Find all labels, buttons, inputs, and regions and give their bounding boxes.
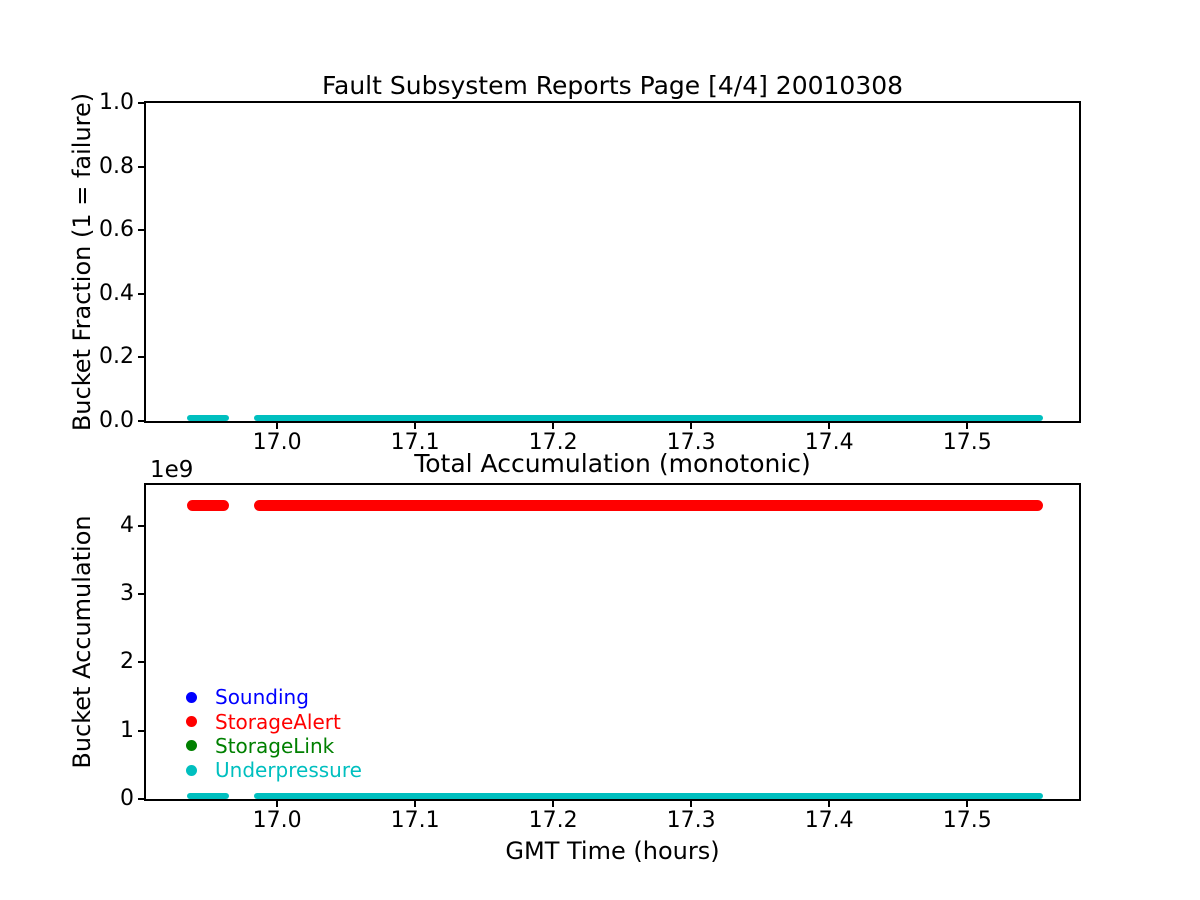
bottom-x-tick — [966, 801, 969, 807]
y-axis-offset-text: 1e9 — [150, 457, 194, 483]
top-y-tick-label: 0.6 — [99, 217, 134, 243]
top-x-tick — [414, 423, 417, 429]
bottom-x-tick — [690, 801, 693, 807]
bottom-y-tick — [138, 798, 144, 800]
legend-marker-icon — [186, 740, 197, 752]
top-chart-title: Fault Subsystem Reports Page [4/4] 20010… — [321, 71, 904, 100]
legend: Sounding StorageAlert StorageLink Underpres… — [186, 685, 362, 783]
series-run-underpressure — [187, 415, 229, 421]
top-y-tick-label: 1.0 — [99, 90, 134, 115]
series-run-underpressure — [253, 793, 1044, 799]
top-x-tick-label: 17.4 — [804, 430, 854, 455]
series-run-storagealert — [253, 500, 1044, 512]
legend-item-label: Underpressure — [215, 758, 362, 783]
bottom-y-tick-label: 0 — [120, 786, 134, 811]
bottom-x-tick-label: 17.5 — [942, 808, 992, 833]
series-run-underpressure — [253, 415, 1044, 421]
top-y-axis-label: Bucket Fraction (1 = failure) — [68, 92, 96, 432]
bottom-axes-frame — [144, 483, 1081, 801]
top-y-tick — [138, 356, 144, 359]
top-y-tick-label: 0.2 — [99, 344, 134, 370]
legend-item-label: StorageAlert — [215, 709, 341, 734]
bottom-y-tick — [138, 729, 144, 732]
legend-item-storagealert: StorageAlert — [186, 709, 362, 733]
top-y-tick — [138, 102, 144, 104]
legend-item-storagelink: StorageLink — [186, 734, 362, 758]
top-y-tick — [138, 292, 144, 295]
bottom-y-tick-label: 1 — [120, 717, 134, 743]
top-x-tick — [966, 423, 969, 429]
top-x-tick — [828, 423, 831, 429]
legend-marker-icon — [186, 716, 197, 728]
bottom-chart-title: Total Accumulation (monotonic) — [414, 449, 811, 478]
top-y-tick — [138, 165, 144, 168]
legend-item-sounding: Sounding — [186, 685, 362, 709]
top-x-tick-label: 17.3 — [666, 430, 716, 455]
bottom-y-tick — [138, 593, 144, 596]
series-run-storagealert — [187, 500, 229, 512]
top-y-tick-label: 0.8 — [99, 153, 134, 179]
bottom-x-tick-label: 17.1 — [390, 808, 440, 833]
bottom-y-tick — [138, 524, 144, 527]
bottom-x-tick — [828, 801, 831, 807]
top-x-tick — [552, 423, 555, 429]
bottom-x-tick-label: 17.0 — [252, 808, 302, 833]
legend-marker-icon — [186, 764, 197, 776]
top-x-tick — [690, 423, 693, 429]
top-x-tick-label: 17.0 — [252, 430, 302, 455]
bottom-x-tick-label: 17.4 — [804, 808, 854, 833]
bottom-y-tick-label: 2 — [120, 649, 134, 675]
bottom-x-tick-label: 17.3 — [666, 808, 716, 833]
bottom-y-tick — [138, 661, 144, 664]
top-x-tick-label: 17.1 — [390, 430, 440, 455]
legend-item-label: Sounding — [215, 685, 309, 710]
top-y-tick-label: 0.4 — [99, 280, 134, 306]
top-x-tick-label: 17.5 — [942, 430, 992, 455]
top-x-tick-label: 17.2 — [528, 430, 578, 455]
bottom-x-tick — [276, 801, 279, 807]
bottom-y-tick-label: 3 — [120, 581, 134, 607]
legend-item-label: StorageLink — [215, 733, 335, 758]
bottom-x-tick — [552, 801, 555, 807]
top-y-tick — [138, 229, 144, 232]
legend-item-underpressure: Underpressure — [186, 758, 362, 782]
top-y-tick — [138, 420, 144, 422]
bottom-y-tick-label: 4 — [120, 512, 134, 538]
top-x-tick — [276, 423, 279, 429]
top-y-tick-label: 0.0 — [99, 408, 134, 433]
bottom-x-tick-label: 17.2 — [528, 808, 578, 833]
bottom-x-tick — [414, 801, 417, 807]
x-axis-label: GMT Time (hours) — [505, 837, 720, 865]
top-axes-frame — [144, 101, 1081, 423]
legend-marker-icon — [186, 691, 197, 703]
series-run-underpressure — [187, 793, 229, 799]
